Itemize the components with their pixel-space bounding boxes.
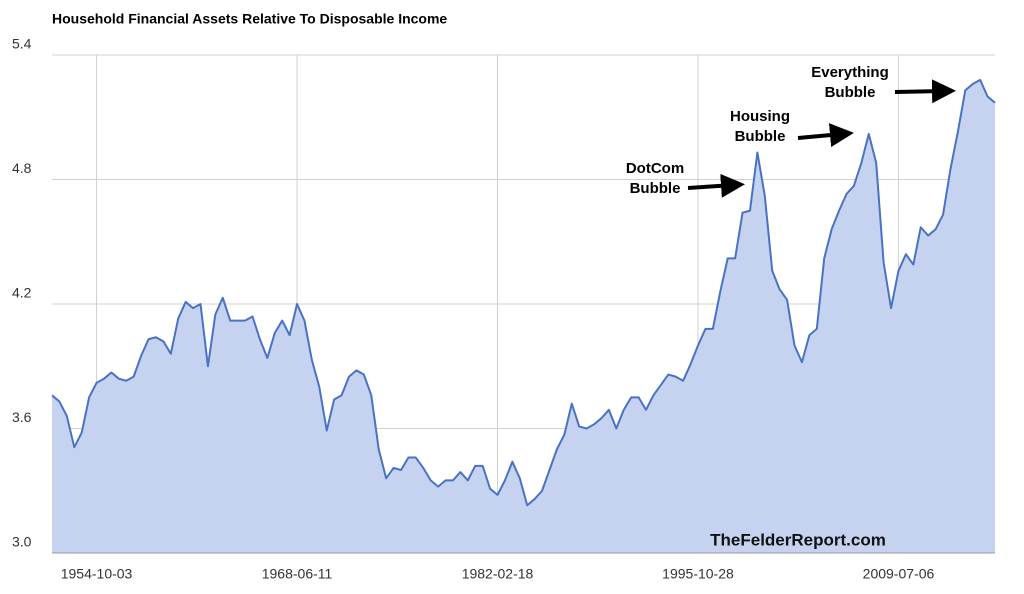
x-tick-label: 1954-10-03 (61, 566, 133, 582)
annotation: Bubble (825, 84, 876, 101)
y-tick-label: 3.6 (12, 409, 32, 425)
annotation: Bubble (735, 128, 786, 145)
x-tick-label: 1995-10-28 (662, 566, 734, 582)
annotation: Housing (730, 108, 790, 125)
chart-title: Household Financial Assets Relative To D… (52, 11, 447, 27)
y-tick-label: 4.2 (12, 285, 32, 301)
annotation: Everything (811, 64, 889, 81)
x-tick-label: 1982-02-18 (462, 566, 534, 582)
line (51, 78, 996, 507)
watermark: TheFelderReport.com (710, 530, 886, 549)
y-tick-label: 3.0 (12, 534, 32, 550)
x-tick-label: 2009-07-06 (863, 566, 935, 582)
y-tick-label: 5.4 (12, 36, 32, 52)
x-tick-label: 1968-06-11 (262, 566, 333, 582)
annotation: Bubble (630, 180, 681, 197)
area-fill (52, 79, 995, 554)
arrow (894, 79, 956, 104)
arrow (797, 123, 854, 148)
plot-area: 3.0 3.6 4.2 4.8 5.4 1954-10-03 1968-06-11 1982-… (12, 36, 996, 582)
annotation: DotCom (626, 160, 684, 177)
arrow (687, 173, 745, 198)
y-tick-label: 4.8 (12, 160, 32, 176)
